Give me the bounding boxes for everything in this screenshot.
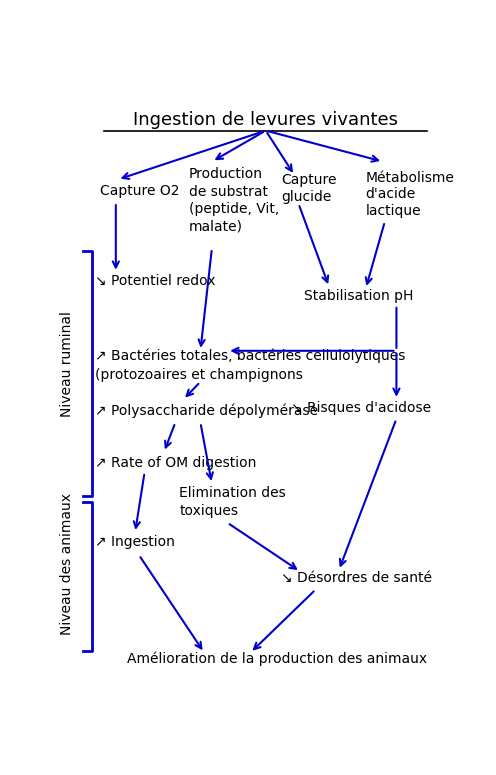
Text: Capture O2: Capture O2 bbox=[100, 184, 180, 198]
Text: ↘ Risques d'acidose: ↘ Risques d'acidose bbox=[291, 401, 431, 415]
Text: Métabolisme
d'acide
lactique: Métabolisme d'acide lactique bbox=[366, 171, 454, 218]
Text: Niveau des animaux: Niveau des animaux bbox=[60, 494, 74, 636]
Text: Ingestion de levures vivantes: Ingestion de levures vivantes bbox=[133, 111, 398, 129]
Text: Niveau ruminal: Niveau ruminal bbox=[60, 312, 74, 418]
Text: Capture
glucide: Capture glucide bbox=[281, 174, 337, 204]
Text: ↗ Polysaccharide dépolymérase: ↗ Polysaccharide dépolymérase bbox=[95, 403, 318, 418]
Text: ↘ Désordres de santé: ↘ Désordres de santé bbox=[281, 570, 432, 584]
Text: ↘ Potentiel redox: ↘ Potentiel redox bbox=[95, 274, 215, 288]
Text: ↗ Rate of OM digestion: ↗ Rate of OM digestion bbox=[95, 456, 256, 470]
Text: ↗ Ingestion: ↗ Ingestion bbox=[95, 535, 175, 549]
Text: Amélioration de la production des animaux: Amélioration de la production des animau… bbox=[127, 652, 428, 666]
Text: Elimination des
toxiques: Elimination des toxiques bbox=[179, 486, 286, 518]
Text: (protozoaires et champignons: (protozoaires et champignons bbox=[95, 367, 303, 381]
Text: ↗ Bactéries totales, bactéries cellulolytiques: ↗ Bactéries totales, bactéries celluloly… bbox=[95, 348, 405, 363]
Text: Stabilisation pH: Stabilisation pH bbox=[304, 289, 414, 303]
Text: Production
de substrat
(peptide, Vit,
malate): Production de substrat (peptide, Vit, ma… bbox=[189, 167, 279, 233]
